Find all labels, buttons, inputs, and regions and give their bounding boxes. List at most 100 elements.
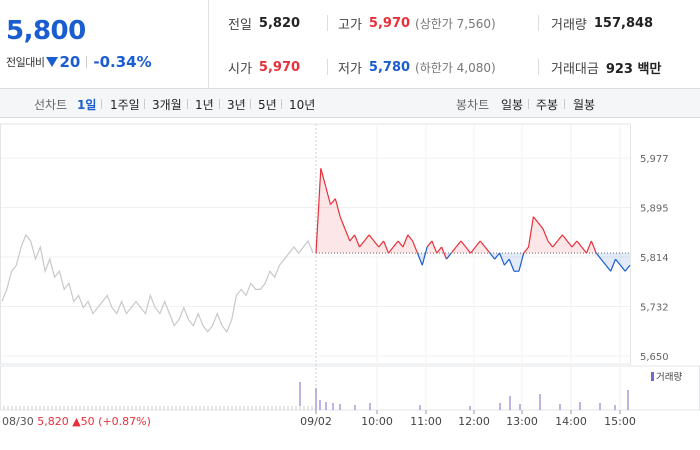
- price-line-segment: [489, 252, 496, 260]
- price-line-segment: [557, 234, 563, 242]
- period-3y[interactable]: 3년: [227, 98, 246, 112]
- price-fill: [320, 168, 326, 254]
- price-line-segment: [600, 258, 607, 266]
- day-high: 고가 5,970 (상한가 7,560): [338, 15, 496, 33]
- price-line-segment: [615, 258, 621, 266]
- volume-panel: [0, 365, 700, 411]
- price-line-segment: [610, 258, 617, 272]
- price-line-segment: [455, 240, 462, 248]
- price-fill: [547, 240, 553, 254]
- price-line-segment: [450, 246, 457, 254]
- price-line-segment: [484, 246, 491, 254]
- price-line-segment: [334, 198, 341, 217]
- quote-header: 5,800 전일대비 20 -0.34% 전일 5,820 고가 5,970 (…: [0, 0, 700, 89]
- price-line-segment: [344, 228, 351, 242]
- price-line-segment: [585, 240, 592, 254]
- price-line-segment: [494, 252, 501, 260]
- x-tick-label: 13:00: [506, 415, 538, 428]
- price-line-segment: [416, 252, 423, 266]
- change-label: 전일대비: [6, 56, 45, 69]
- price-line-segment: [436, 246, 443, 254]
- line-chart-label: 선차트: [34, 98, 68, 112]
- change-row: 전일대비 20 -0.34%: [6, 53, 152, 71]
- price-fill: [576, 240, 582, 254]
- price-fill: [504, 253, 510, 266]
- period-10y[interactable]: 10년: [289, 98, 316, 112]
- price-line-segment: [499, 252, 505, 266]
- price-fill: [325, 186, 331, 254]
- price-line-segment: [508, 258, 515, 272]
- price-line-segment: [465, 246, 472, 254]
- price-line-segment: [605, 264, 612, 272]
- price-chart[interactable]: 5,977 5,895 5,814 5,732 5,650 거래량 09/02 10:00 11…: [0, 118, 700, 450]
- divider: [564, 99, 565, 109]
- period-5y[interactable]: 5년: [258, 98, 277, 112]
- price-line-segment: [378, 240, 385, 248]
- x-tick-label: 12:00: [458, 415, 490, 428]
- price-line-segment: [523, 246, 530, 254]
- price-line-segment: [392, 240, 399, 248]
- down-arrow-icon: [46, 57, 59, 67]
- price-line-segment: [359, 240, 365, 248]
- price-fill: [567, 240, 573, 254]
- candle-daily[interactable]: 일봉: [501, 98, 524, 112]
- price-fill: [373, 240, 379, 254]
- price-fill: [378, 240, 384, 254]
- divider: [101, 99, 102, 109]
- candle-monthly[interactable]: 월봉: [573, 98, 596, 112]
- divider: [250, 99, 251, 109]
- divider: [144, 99, 145, 109]
- period-1w[interactable]: 1주일: [110, 98, 140, 112]
- prev-day-line: [1, 233, 314, 333]
- prev-day-summary: 08/30 5,820 ▲50 (+0.87%): [2, 415, 151, 428]
- price-line-segment: [421, 246, 428, 266]
- price-fill: [393, 240, 399, 254]
- candle-weekly[interactable]: 주봉: [536, 98, 559, 112]
- x-tick-label: 11:00: [410, 415, 442, 428]
- price-line-segment: [576, 240, 583, 248]
- price-fill: [514, 253, 519, 272]
- price-fill: [427, 240, 432, 254]
- x-tick-label: 15:00: [604, 415, 636, 428]
- divider: [187, 99, 188, 109]
- price-fill: [543, 228, 548, 254]
- price-fill: [538, 222, 544, 254]
- price-line-segment: [320, 168, 327, 187]
- price-fill: [605, 253, 611, 272]
- up-triangle-icon: ▲: [72, 415, 81, 428]
- y-tick-label: 5,732: [640, 303, 669, 314]
- chart-toolbar: 선차트 1일 1주일 3개월 1년 3년 5년 10년 봉차트 일봉 주봉 월봉: [0, 89, 700, 118]
- price-fill: [460, 240, 466, 254]
- price-line-segment: [518, 252, 525, 272]
- price-fill: [572, 240, 577, 254]
- price-fill: [480, 240, 486, 254]
- price-line-segment: [387, 246, 394, 254]
- price-line-segment: [581, 246, 587, 254]
- current-price: 5,800: [6, 16, 86, 46]
- price-fill: [475, 240, 481, 254]
- price-line-segment: [595, 252, 602, 260]
- divider: [327, 15, 328, 31]
- price-line-segment: [402, 234, 409, 248]
- price-fill: [552, 240, 558, 254]
- period-1y[interactable]: 1년: [195, 98, 214, 112]
- y-tick-label: 5,814: [640, 253, 669, 264]
- price-fill: [344, 228, 350, 254]
- divider: [327, 59, 328, 75]
- price-fill: [349, 234, 355, 254]
- price-line-segment: [537, 222, 544, 230]
- price-line-segment: [349, 234, 356, 242]
- candle-chart-label: 봉차트: [456, 98, 490, 112]
- price-fill: [615, 253, 621, 266]
- price-summary: 5,800 전일대비 20 -0.34%: [0, 0, 209, 89]
- price-line-segment: [619, 264, 626, 272]
- price-line-segment: [441, 246, 447, 260]
- price-fill: [335, 198, 341, 254]
- period-1d[interactable]: 1일: [77, 98, 97, 112]
- price-line-segment: [407, 234, 414, 242]
- price-fill: [601, 253, 606, 266]
- price-line-segment: [339, 216, 346, 230]
- period-3m[interactable]: 3개월: [152, 98, 182, 112]
- prev-day-date: 08/30: [2, 415, 34, 428]
- divider: [281, 99, 282, 109]
